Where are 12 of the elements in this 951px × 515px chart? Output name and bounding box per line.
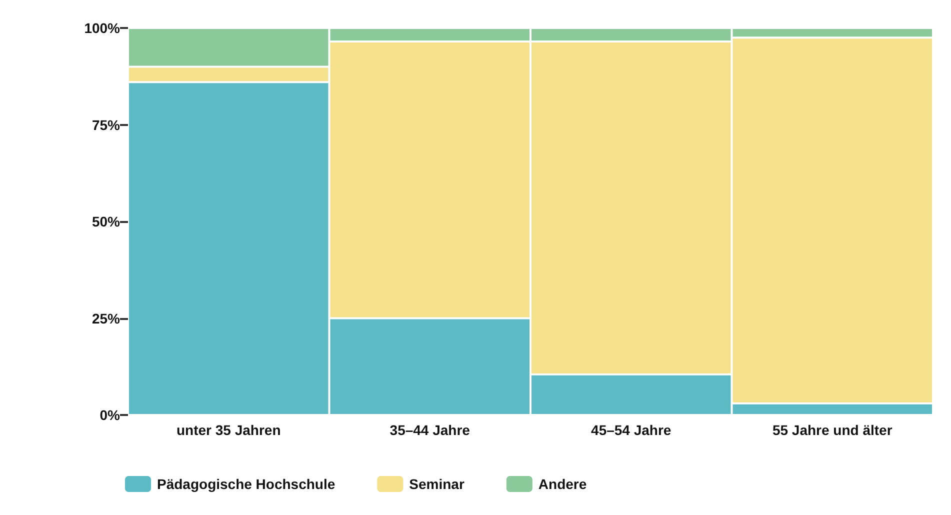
y-tick-label: 100% xyxy=(84,20,121,36)
x-tick-label: 35–44 Jahre xyxy=(390,422,470,438)
x-tick-label: 55 Jahre und älter xyxy=(772,422,893,438)
y-tick-label: 0% xyxy=(100,407,121,423)
y-tick-label: 25% xyxy=(92,310,121,326)
y-tick-label: 75% xyxy=(92,116,121,133)
x-tick-label: 45–54 Jahre xyxy=(591,422,672,438)
legend-label: Pädagogische Hochschule xyxy=(157,476,336,492)
legend-label: Seminar xyxy=(409,476,465,492)
legend-label: Andere xyxy=(538,476,587,492)
y-tick-label: 50% xyxy=(92,214,121,230)
x-tick-label: unter 35 Jahren xyxy=(176,422,281,438)
